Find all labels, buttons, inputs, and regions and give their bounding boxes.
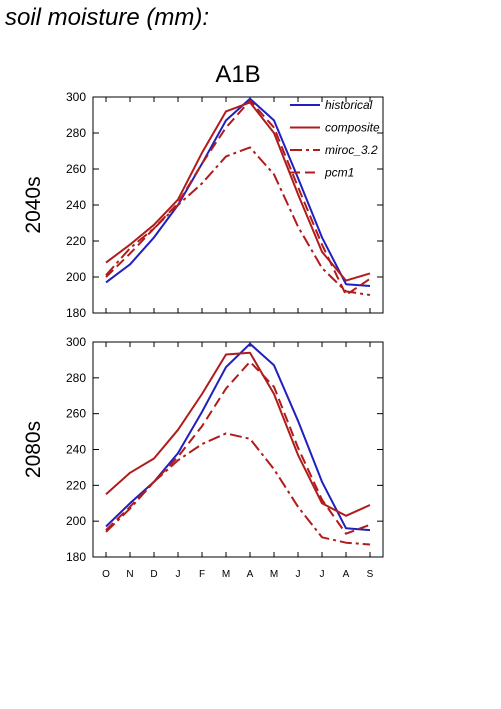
x-tick-label: S bbox=[367, 569, 374, 580]
panel-2040s: 180 200 220 240 260 280 300 2040s bbox=[22, 90, 384, 320]
x-tick-label: A bbox=[343, 569, 350, 580]
y-tick-label: 180 bbox=[66, 306, 86, 320]
y-tick-label: 240 bbox=[66, 198, 86, 212]
y-tick-label: 300 bbox=[66, 90, 86, 104]
x-tick-label: N bbox=[126, 569, 133, 580]
y-tick-label: 220 bbox=[66, 478, 86, 492]
x-tick-label: D bbox=[150, 569, 157, 580]
y-tick-label: 280 bbox=[66, 126, 86, 140]
series-line-composite bbox=[105, 351, 371, 517]
x-tick-label: O bbox=[102, 569, 110, 580]
x-tick-label: J bbox=[320, 569, 325, 580]
y-tick-label: 300 bbox=[66, 335, 86, 349]
legend: historical composite miroc_3.2 pcm1 bbox=[290, 98, 380, 180]
chart-panels: 180 200 220 240 260 280 300 2040s 180 200 220 240 26… bbox=[22, 90, 384, 580]
y-tick-label: 180 bbox=[66, 550, 86, 564]
legend-label-historical: historical bbox=[325, 98, 373, 112]
legend-label-composite: composite bbox=[325, 121, 380, 135]
legend-label-pcm1: pcm1 bbox=[324, 166, 354, 180]
series-line-pcm1 bbox=[105, 360, 371, 535]
series-line-historical bbox=[105, 97, 371, 287]
legend-label-miroc_3.2: miroc_3.2 bbox=[325, 143, 378, 157]
x-tick-label: M bbox=[270, 569, 278, 580]
y-tick-label: 260 bbox=[66, 407, 86, 421]
series-line-pcm1 bbox=[105, 99, 371, 296]
x-tick-label: J bbox=[296, 569, 301, 580]
y-tick-label: 200 bbox=[66, 270, 86, 284]
x-tick-label: J bbox=[176, 569, 181, 580]
y-tick-label: 260 bbox=[66, 162, 86, 176]
row-label: 2080s bbox=[22, 421, 45, 478]
y-tick-label: 240 bbox=[66, 443, 86, 457]
y-tick-label: 200 bbox=[66, 514, 86, 528]
x-tick-label: M bbox=[222, 569, 230, 580]
y-tick-label: 280 bbox=[66, 371, 86, 385]
chart-title: A1B bbox=[215, 61, 260, 88]
x-tick-label: A bbox=[247, 569, 254, 580]
row-label: 2040s bbox=[22, 176, 45, 233]
y-tick-label: 220 bbox=[66, 234, 86, 248]
x-tick-label: F bbox=[199, 569, 205, 580]
series-line-composite bbox=[105, 101, 371, 282]
panel-2080s: 180 200 220 240 260 280 300 2080s O N D J F M A M J J A S bbox=[22, 335, 384, 580]
figure-title: soil moisture (mm): bbox=[5, 4, 210, 31]
